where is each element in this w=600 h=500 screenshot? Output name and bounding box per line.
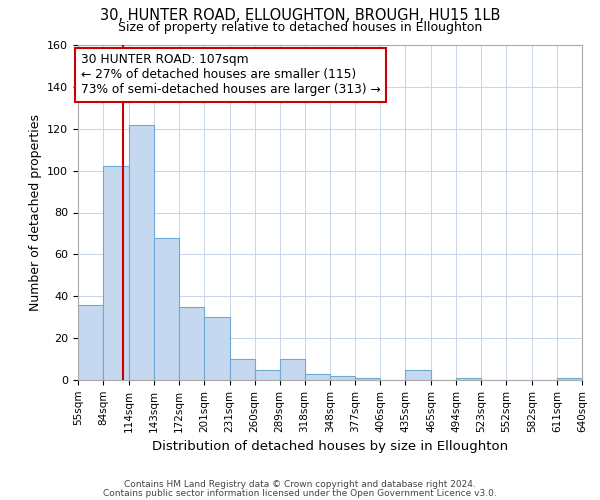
Bar	[557, 378, 582, 380]
Bar	[355, 378, 380, 380]
Bar	[305, 374, 331, 380]
Text: 30 HUNTER ROAD: 107sqm
← 27% of detached houses are smaller (115)
73% of semi-de: 30 HUNTER ROAD: 107sqm ← 27% of detached…	[80, 54, 380, 96]
Bar	[280, 359, 305, 380]
Bar	[456, 378, 481, 380]
Bar	[406, 370, 431, 380]
Bar	[103, 166, 129, 380]
Bar	[254, 370, 280, 380]
Bar	[129, 124, 154, 380]
Bar	[179, 306, 204, 380]
Text: Contains public sector information licensed under the Open Government Licence v3: Contains public sector information licen…	[103, 488, 497, 498]
X-axis label: Distribution of detached houses by size in Elloughton: Distribution of detached houses by size …	[152, 440, 508, 453]
Text: 30, HUNTER ROAD, ELLOUGHTON, BROUGH, HU15 1LB: 30, HUNTER ROAD, ELLOUGHTON, BROUGH, HU1…	[100, 8, 500, 22]
Text: Size of property relative to detached houses in Elloughton: Size of property relative to detached ho…	[118, 21, 482, 34]
Bar	[582, 378, 600, 380]
Y-axis label: Number of detached properties: Number of detached properties	[29, 114, 41, 311]
Bar	[331, 376, 355, 380]
Bar	[230, 359, 254, 380]
Text: Contains HM Land Registry data © Crown copyright and database right 2024.: Contains HM Land Registry data © Crown c…	[124, 480, 476, 489]
Bar	[78, 304, 103, 380]
Bar	[204, 317, 230, 380]
Bar	[154, 238, 179, 380]
